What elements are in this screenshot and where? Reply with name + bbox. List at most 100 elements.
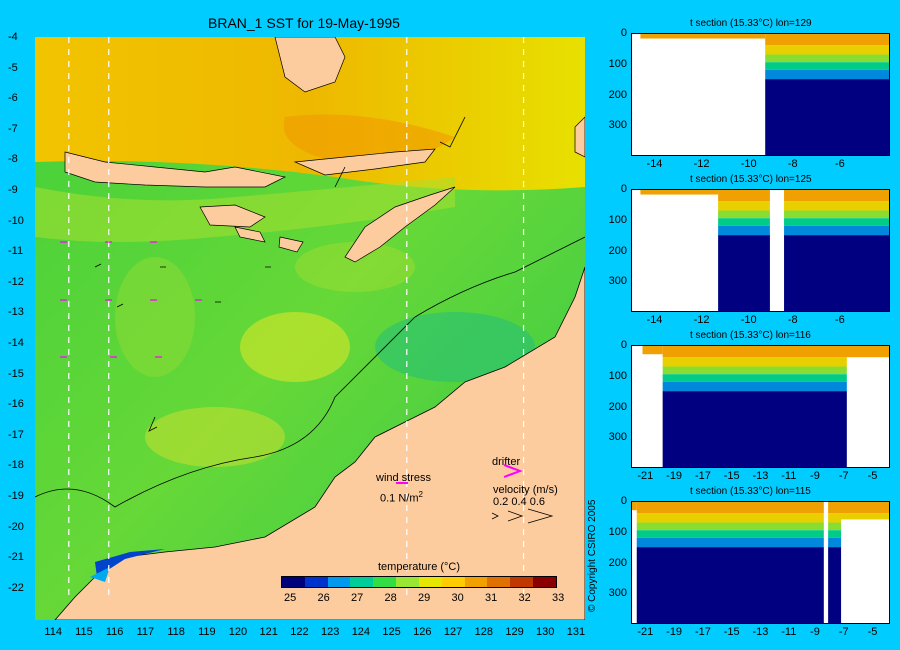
depth-tick-label: 100 bbox=[608, 57, 627, 70]
lat-tick-label: -6 bbox=[8, 92, 18, 105]
temperature-band bbox=[718, 225, 890, 236]
colorbar-tick-label: 27 bbox=[351, 592, 364, 604]
colorbar-swatch bbox=[533, 577, 556, 587]
colorbar-swatch bbox=[373, 577, 397, 587]
lon-tick-label: 129 bbox=[505, 626, 524, 638]
depth-tick-label: 200 bbox=[608, 400, 627, 413]
section-frame bbox=[631, 189, 890, 312]
lon-tick-label: 128 bbox=[474, 626, 493, 638]
lon-tick-label: 115 bbox=[75, 626, 93, 638]
lat-tick-label: -22 bbox=[8, 581, 24, 594]
lat-section-tick-label: -15 bbox=[723, 470, 740, 482]
section-title: t section (15.33°C) lon=125 bbox=[690, 174, 812, 185]
lat-section-tick-label: -13 bbox=[752, 626, 769, 638]
depth-tick-label: 300 bbox=[608, 431, 627, 444]
temperature-band bbox=[636, 537, 890, 548]
colorbar-tick-label: 32 bbox=[518, 592, 531, 604]
colorbar-swatch bbox=[327, 577, 351, 587]
lat-section-tick-label: -15 bbox=[723, 626, 740, 638]
depth-tick-label: 100 bbox=[608, 369, 627, 382]
colorbar bbox=[281, 576, 557, 588]
lat-section-tick-label: -19 bbox=[666, 626, 683, 638]
lon-tick-label: 126 bbox=[413, 626, 432, 638]
colorbar-swatch bbox=[350, 577, 374, 587]
temperature-band bbox=[765, 54, 890, 63]
map-title: BRAN_1 SST for 19-May-1995 bbox=[208, 15, 400, 31]
lat-section-tick-label: -7 bbox=[838, 626, 849, 638]
section-title: t section (15.33°C) lon=129 bbox=[690, 18, 812, 29]
lon-tick-label: 124 bbox=[351, 626, 371, 638]
temperature-band bbox=[765, 62, 890, 70]
lat-section-tick-label: -10 bbox=[740, 314, 757, 326]
temperature-band bbox=[636, 530, 890, 538]
colorbar-tick-label: 33 bbox=[552, 592, 565, 604]
colorbar-swatch bbox=[304, 577, 328, 587]
bathymetry-gap bbox=[823, 501, 829, 624]
depth-tick-label: 0 bbox=[620, 495, 627, 507]
lat-section-tick-label: -14 bbox=[646, 158, 663, 170]
colorbar-swatch bbox=[418, 577, 442, 587]
wind-stress-arrow-icon bbox=[396, 482, 408, 484]
lat-tick-label: -17 bbox=[8, 428, 24, 441]
lat-tick-label: -9 bbox=[8, 184, 18, 196]
depth-tick-label: 300 bbox=[608, 275, 627, 288]
lat-section-tick-label: -21 bbox=[637, 626, 654, 638]
lat-section-tick-label: -9 bbox=[810, 626, 820, 638]
section-plot bbox=[631, 501, 890, 624]
temperature-band bbox=[765, 33, 890, 46]
temperature-band bbox=[636, 522, 890, 531]
colorbar-swatch bbox=[464, 577, 488, 587]
lat-tick-label: -13 bbox=[8, 306, 24, 319]
colorbar-tick-label: 30 bbox=[451, 592, 464, 604]
lat-section-tick-label: -21 bbox=[637, 470, 654, 482]
temperature-band bbox=[662, 357, 890, 367]
lat-tick-label: -4 bbox=[8, 31, 18, 43]
bathymetry-gap bbox=[769, 189, 785, 312]
colorbar-tick-label: 28 bbox=[384, 592, 397, 604]
temperature-band bbox=[765, 69, 890, 80]
temperature-band bbox=[718, 218, 890, 226]
temperature-band bbox=[718, 235, 890, 312]
depth-tick-label: 200 bbox=[608, 244, 627, 257]
temperature-band bbox=[636, 513, 890, 523]
lat-tick-label: -20 bbox=[8, 520, 24, 533]
lat-tick-label: -21 bbox=[8, 551, 24, 564]
section-title: t section (15.33°C) lon=116 bbox=[690, 330, 811, 341]
depth-tick-label: 300 bbox=[608, 119, 627, 132]
depth-tick-label: 0 bbox=[620, 183, 627, 195]
section-plot bbox=[631, 345, 890, 468]
lat-section-tick-label: -13 bbox=[752, 470, 769, 482]
temperature-band bbox=[662, 366, 890, 375]
lat-tick-label: -10 bbox=[8, 214, 24, 227]
lat-section-tick-label: -6 bbox=[834, 158, 845, 170]
temperature-band bbox=[636, 501, 890, 514]
lat-section-tick-label: -19 bbox=[666, 470, 683, 482]
colorbar-swatch bbox=[282, 577, 305, 587]
depth-tick-label: 100 bbox=[608, 213, 627, 226]
depth-tick-label: 100 bbox=[608, 525, 627, 538]
section-plot bbox=[631, 33, 890, 156]
lon-tick-label: 131 bbox=[566, 626, 586, 638]
wind-stress-title: wind stress bbox=[376, 472, 432, 484]
lat-section-tick-label: -5 bbox=[867, 626, 878, 638]
section-plot bbox=[631, 189, 890, 312]
lat-tick-label: -5 bbox=[8, 61, 18, 74]
temperature-band bbox=[765, 45, 890, 55]
lat-section-tick-label: -12 bbox=[693, 314, 710, 326]
depth-tick-label: 200 bbox=[608, 556, 627, 569]
lon-tick-label: 117 bbox=[136, 626, 155, 638]
lon-tick-label: 118 bbox=[167, 626, 185, 638]
copyright-text: © Copyright CSIRO 2005 bbox=[587, 499, 598, 612]
drifter-arrow-icon bbox=[503, 464, 523, 478]
shelf-water bbox=[640, 33, 766, 39]
depth-tick-label: 300 bbox=[608, 587, 627, 600]
shelf-water bbox=[640, 189, 719, 195]
section-frame bbox=[631, 345, 890, 468]
section-frame bbox=[631, 33, 890, 156]
colorbar-tick-label: 29 bbox=[418, 592, 431, 604]
lat-section-tick-label: -6 bbox=[834, 314, 845, 326]
colorbar-tick-label: 26 bbox=[317, 592, 330, 604]
lat-tick-label: -12 bbox=[8, 275, 24, 288]
temperature-band bbox=[718, 189, 890, 202]
lon-tick-label: 121 bbox=[259, 626, 278, 638]
